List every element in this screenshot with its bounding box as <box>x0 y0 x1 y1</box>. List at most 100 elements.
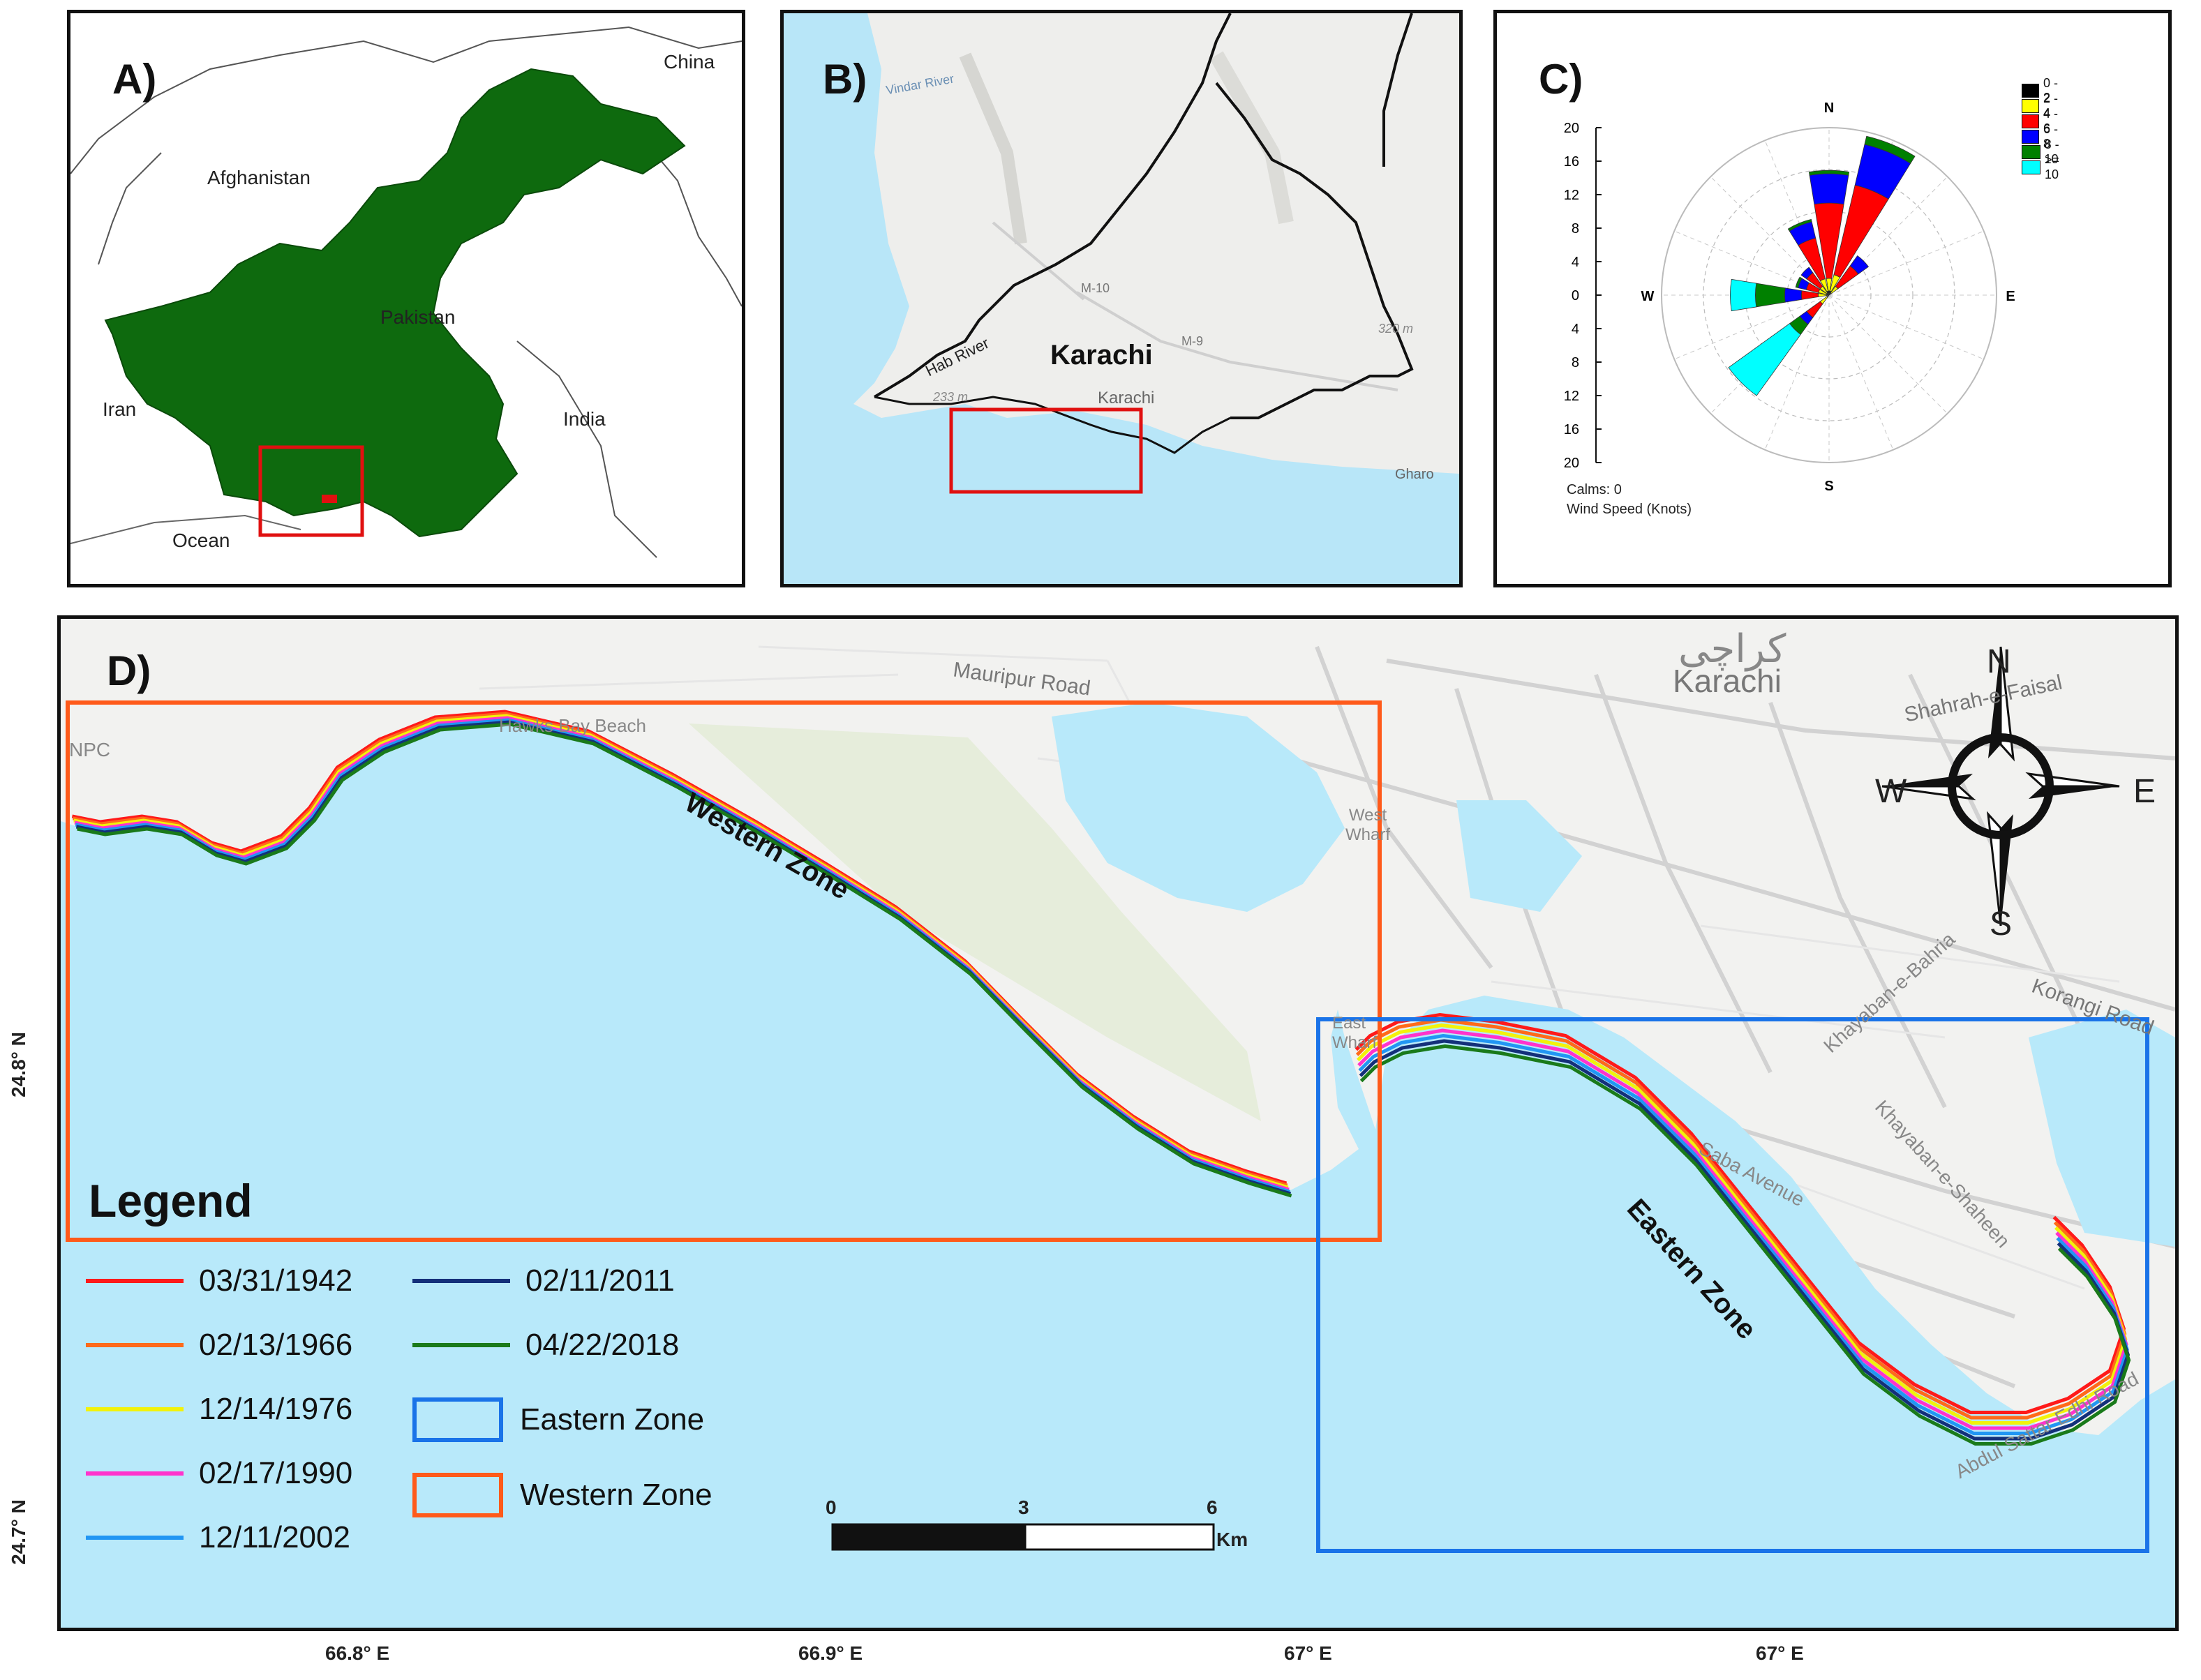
legend-item-2002: 12/11/2002 <box>86 1520 350 1555</box>
panel-b-map-drawing <box>784 13 1459 584</box>
rose-petal-N-bin-3 <box>1809 173 1849 205</box>
rose-grid-ring <box>1661 127 1997 463</box>
speed-swatch <box>2022 160 2041 174</box>
speed-swatch <box>2022 145 2040 159</box>
panel-b-karachi-map: B) Karachi Karachi Hab River Vindar Rive… <box>780 10 1463 587</box>
panel-c-label: C) <box>1539 56 1583 103</box>
legend-item-1990: 02/17/1990 <box>86 1456 352 1491</box>
panel-d-label: D) <box>107 647 151 694</box>
shoreline-3 <box>1357 1028 2128 1430</box>
label-karachi: Karachi <box>1673 663 1782 699</box>
legend-swatch <box>86 1471 184 1476</box>
rose-scale-label: 4 <box>1572 322 1579 337</box>
rose-direction-label: N <box>1824 100 1834 116</box>
study-area-box <box>949 407 1143 494</box>
karachi-district-boundary <box>873 13 1232 398</box>
rose-direction-label: E <box>2006 289 2015 304</box>
speed-bin-1: 2 - 4 <box>2022 91 2059 120</box>
label-m10: M-10 <box>1081 281 1110 295</box>
label-m9: M-9 <box>1181 334 1203 348</box>
shoreline-map-drawing <box>61 645 2175 1628</box>
speed-bin-4: 8 - 10 <box>2022 137 2066 166</box>
scale-bar <box>831 1523 1215 1551</box>
wind-speed-caption: Wind Speed (Knots) <box>1567 502 1692 517</box>
lon-label-66-9: 66.9° E <box>798 1642 863 1664</box>
speed-swatch <box>2022 99 2039 113</box>
label-karachi-city: Karachi <box>1050 340 1153 370</box>
label-karachi-urdu: کراچی <box>1678 627 1786 670</box>
label-east-wharf: East Wharf <box>1332 1014 1378 1052</box>
legend-swatch <box>412 1279 510 1283</box>
speed-bin-2: 4 - 6 <box>2022 107 2059 135</box>
speed-bin-0: 0 - 2 <box>2022 76 2059 105</box>
compass-w: W <box>1875 773 1907 810</box>
rose-spoke <box>1828 230 1984 296</box>
rose-petal-NNE-bin-4 <box>1864 135 1916 164</box>
speed-bin-label: 8 - 10 <box>2044 137 2059 166</box>
legend-box <box>412 1397 503 1442</box>
label-west-wharf: West Wharf <box>1345 806 1390 844</box>
legend-item-1966: 02/13/1966 <box>86 1328 352 1363</box>
legend-zone-label: Eastern Zone <box>520 1402 705 1437</box>
rose-scale-label: 20 <box>1564 456 1579 471</box>
legend-item-western-zone: Western Zone <box>412 1469 712 1522</box>
rose-scale-label: 8 <box>1572 221 1579 237</box>
legend-box <box>412 1473 503 1517</box>
rose-scale-label: 16 <box>1564 422 1579 437</box>
compass-e: E <box>2133 773 2156 810</box>
rose-spoke <box>1710 176 1830 296</box>
label-pakistan: Pakistan <box>380 306 456 328</box>
legend-swatch <box>86 1279 184 1283</box>
rose-direction-label: W <box>1641 289 1655 304</box>
lon-label-67-a: 67° E <box>1284 1642 1332 1664</box>
eastern-zone-box <box>1316 1017 2149 1553</box>
speed-bin-label: 6 - 8 <box>2043 122 2059 151</box>
rose-scale-label: 12 <box>1564 389 1579 404</box>
speed-swatch <box>2022 130 2039 144</box>
lon-label-66-8: 66.8° E <box>325 1642 390 1664</box>
rose-spoke <box>1828 294 1984 360</box>
wind-rose-chart: 20 16 12 8 4 0 4 8 12 16 20 N S E W <box>1564 100 2015 494</box>
rose-petal-NE-bin-3 <box>1849 255 1870 275</box>
shoreline-4 <box>1358 1033 2129 1435</box>
legend-swatch <box>86 1343 184 1347</box>
label-iran: Iran <box>103 398 137 420</box>
north-arrow-compass <box>1881 646 2120 927</box>
rose-scale-label: 4 <box>1572 255 1579 270</box>
pakistan-shape <box>104 68 686 538</box>
panel-a-country-map: A) China Afghanistan Pakistan Iran India… <box>67 10 745 587</box>
legend-date: 12/14/1976 <box>199 1392 353 1426</box>
shoreline-6 <box>1359 1044 2131 1446</box>
rose-petal-WNW-bin-4 <box>1795 276 1803 289</box>
rose-petal-W-bin-3 <box>1784 287 1803 303</box>
rose-petal-NW-bin-3 <box>1800 267 1814 280</box>
speed-bin-5: >= 10 <box>2022 153 2067 181</box>
legend-swatch <box>412 1343 510 1347</box>
legend-item-eastern-zone: Eastern Zone <box>412 1393 704 1446</box>
legend-date: 04/22/2018 <box>525 1328 680 1362</box>
label-india: India <box>563 408 606 430</box>
rose-spoke <box>1710 294 1830 414</box>
rose-petal-W-bin-4 <box>1755 283 1786 308</box>
shoreline-5 <box>1359 1039 2131 1441</box>
scale-tick-0: 0 <box>826 1497 837 1518</box>
rose-spoke <box>1764 140 1830 296</box>
arabian-sea <box>61 717 2175 1628</box>
legend-swatch <box>86 1407 184 1411</box>
rose-petal-W-bin-5 <box>1730 278 1757 312</box>
scale-tick-3: 3 <box>1018 1497 1029 1518</box>
lat-label-24-8: 24.8° N <box>7 1032 29 1097</box>
rose-spoke <box>1674 230 1830 296</box>
speed-bin-label: 4 - 6 <box>2043 107 2059 135</box>
speed-bin-label: >= 10 <box>2045 153 2060 181</box>
rose-petal-NNW-bin-4 <box>1787 218 1812 232</box>
legend-swatch <box>86 1536 184 1540</box>
label-karachi-small: Karachi <box>1098 389 1155 407</box>
shoreline-group <box>71 710 2131 1446</box>
lat-label-24-7: 24.7° N <box>7 1499 29 1565</box>
rose-scale-label: 8 <box>1572 355 1579 370</box>
scale-tick-6: 6 <box>1207 1497 1218 1518</box>
rose-spoke <box>1674 294 1830 360</box>
speed-swatch <box>2022 84 2039 98</box>
rose-spoke <box>1828 176 1948 296</box>
